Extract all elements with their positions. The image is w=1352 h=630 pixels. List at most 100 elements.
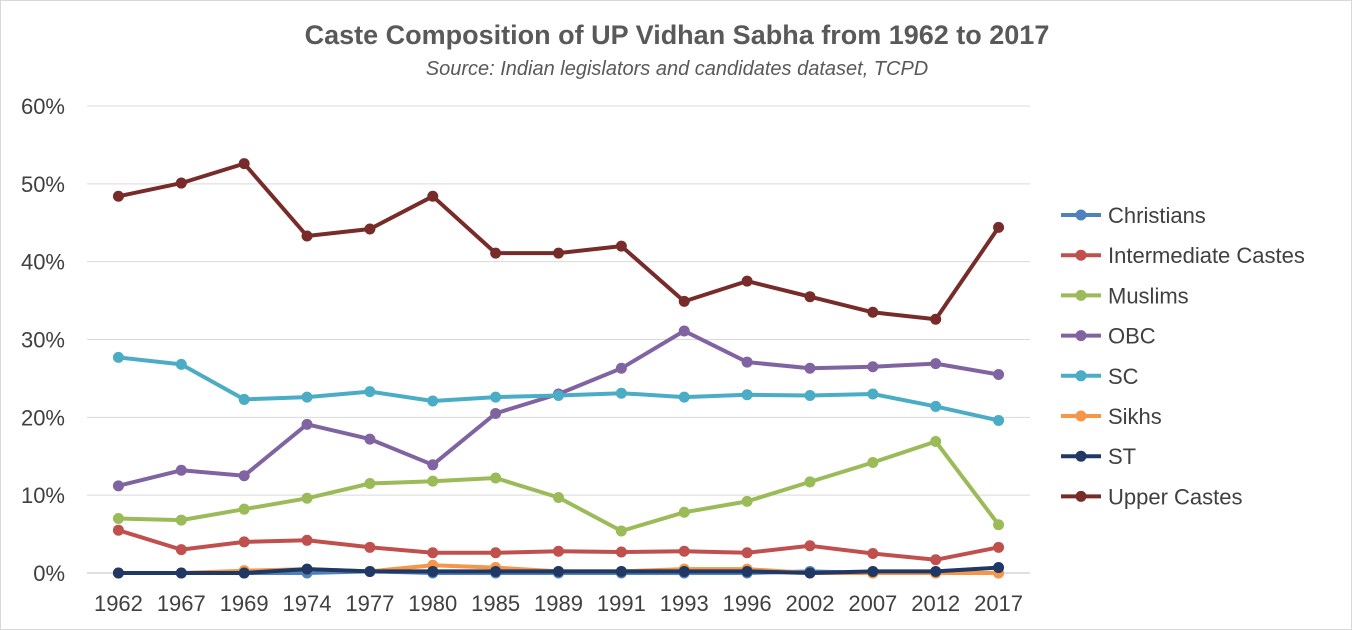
legend-label: Upper Castes bbox=[1108, 484, 1243, 509]
data-point bbox=[678, 506, 690, 518]
data-point bbox=[175, 177, 187, 189]
chart-subtitle: Source: Indian legislators and candidate… bbox=[426, 58, 929, 80]
y-tick-label: 20% bbox=[21, 405, 65, 430]
data-point bbox=[490, 391, 502, 403]
data-point bbox=[553, 390, 564, 402]
data-point bbox=[993, 519, 1005, 531]
data-point bbox=[301, 563, 313, 575]
data-point bbox=[301, 534, 313, 546]
data-point bbox=[238, 393, 250, 405]
legend-label: ST bbox=[1108, 444, 1136, 469]
legend-swatch-marker bbox=[1075, 410, 1087, 422]
y-tick-label: 50% bbox=[21, 172, 65, 197]
data-point bbox=[867, 456, 879, 468]
legend: Christians Intermediate Castes Muslims OBC S… bbox=[1061, 203, 1305, 509]
data-point bbox=[804, 291, 816, 303]
series-muslims bbox=[112, 435, 1005, 537]
data-point bbox=[993, 562, 1005, 574]
data-point bbox=[615, 546, 627, 558]
series-upper-castes bbox=[112, 158, 1005, 325]
data-point bbox=[867, 565, 879, 577]
data-point bbox=[804, 567, 816, 579]
legend-swatch-marker bbox=[1075, 330, 1087, 342]
data-point bbox=[804, 362, 816, 374]
data-point bbox=[615, 387, 627, 399]
data-point bbox=[741, 389, 753, 401]
data-point bbox=[175, 358, 187, 370]
legend-item: Upper Castes bbox=[1061, 484, 1243, 509]
data-point bbox=[741, 565, 753, 577]
data-point bbox=[678, 295, 690, 307]
data-point bbox=[301, 492, 313, 504]
x-tick-label: 2012 bbox=[911, 591, 960, 616]
data-point bbox=[490, 547, 502, 559]
data-point bbox=[930, 554, 942, 566]
data-point bbox=[930, 565, 942, 577]
data-point bbox=[112, 567, 124, 579]
data-point bbox=[553, 247, 564, 259]
legend-item: Intermediate Castes bbox=[1061, 243, 1305, 268]
legend-swatch-marker bbox=[1075, 209, 1087, 221]
series-lines bbox=[112, 158, 1005, 579]
data-point bbox=[553, 565, 564, 577]
data-point bbox=[615, 525, 627, 537]
data-point bbox=[112, 480, 124, 492]
x-axis-ticks: 1962 1967 1969 1974 1977 1980 1985 1989 1991 1993… bbox=[94, 591, 1023, 616]
data-point bbox=[930, 358, 942, 370]
data-point bbox=[364, 565, 376, 577]
data-point bbox=[175, 544, 187, 556]
data-point bbox=[238, 536, 250, 548]
legend-swatch-marker bbox=[1075, 370, 1087, 382]
data-point bbox=[867, 548, 879, 560]
data-point bbox=[678, 325, 690, 337]
x-tick-label: 1985 bbox=[471, 591, 520, 616]
data-point bbox=[553, 545, 564, 557]
x-tick-label: 2002 bbox=[785, 591, 834, 616]
x-tick-label: 1980 bbox=[408, 591, 457, 616]
data-point bbox=[615, 240, 627, 252]
data-point bbox=[867, 361, 879, 373]
data-point bbox=[364, 433, 376, 445]
data-point bbox=[615, 362, 627, 374]
legend-swatch-marker bbox=[1075, 289, 1087, 301]
x-tick-label: 1967 bbox=[157, 591, 206, 616]
x-tick-label: 1993 bbox=[660, 591, 709, 616]
x-tick-label: 1991 bbox=[597, 591, 646, 616]
x-tick-label: 1989 bbox=[534, 591, 583, 616]
data-point bbox=[490, 472, 502, 484]
y-tick-label: 30% bbox=[21, 328, 65, 353]
data-point bbox=[364, 541, 376, 553]
data-point bbox=[678, 545, 690, 557]
x-tick-label: 1969 bbox=[220, 591, 269, 616]
data-point bbox=[427, 475, 439, 487]
legend-label: Muslims bbox=[1108, 283, 1189, 308]
x-tick-label: 1977 bbox=[345, 591, 394, 616]
data-point bbox=[615, 565, 627, 577]
data-point bbox=[301, 230, 313, 242]
x-tick-label: 2017 bbox=[974, 591, 1023, 616]
data-point bbox=[112, 513, 124, 525]
data-point bbox=[993, 369, 1005, 381]
data-point bbox=[364, 386, 376, 398]
data-point bbox=[238, 470, 250, 482]
data-point bbox=[175, 567, 187, 579]
data-point bbox=[678, 565, 690, 577]
series-line bbox=[116, 161, 1001, 322]
data-point bbox=[364, 477, 376, 489]
data-point bbox=[993, 541, 1005, 553]
legend-swatch-marker bbox=[1075, 450, 1087, 462]
y-tick-label: 0% bbox=[33, 561, 65, 586]
data-point bbox=[238, 567, 250, 579]
data-point bbox=[741, 275, 753, 287]
legend-item: Muslims bbox=[1061, 283, 1189, 308]
data-point bbox=[678, 391, 690, 403]
x-tick-label: 1962 bbox=[94, 591, 143, 616]
data-point bbox=[427, 395, 439, 407]
x-tick-label: 2007 bbox=[848, 591, 897, 616]
x-tick-label: 1996 bbox=[723, 591, 772, 616]
data-point bbox=[741, 495, 753, 507]
legend-item: Sikhs bbox=[1061, 404, 1162, 429]
y-axis-ticks: 0% 10% 20% 30% 40% 50% 60% bbox=[21, 94, 65, 586]
legend-label: OBC bbox=[1108, 324, 1156, 349]
